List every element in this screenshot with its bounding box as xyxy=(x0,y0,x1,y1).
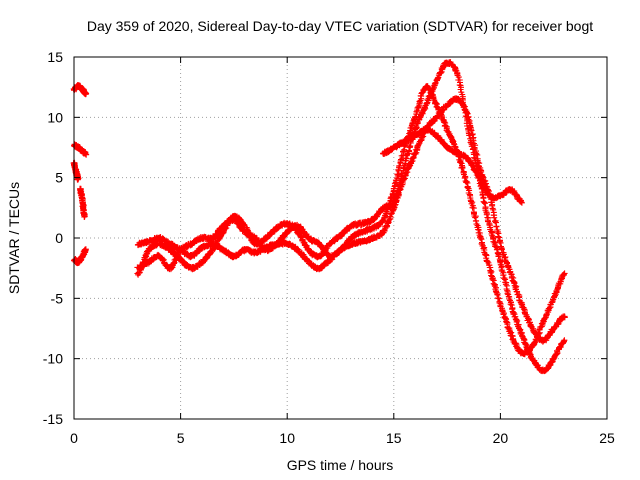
data-point xyxy=(75,175,82,182)
y-tick-label: -5 xyxy=(51,290,64,306)
data-point xyxy=(507,301,514,308)
data-point xyxy=(464,184,471,191)
series-early-a xyxy=(70,82,90,98)
x-tick-label: 5 xyxy=(177,430,185,446)
series-s3 xyxy=(134,95,568,345)
data-point xyxy=(506,296,513,302)
data-point xyxy=(561,337,568,344)
y-tick-label: 15 xyxy=(47,49,63,65)
y-tick-label: 0 xyxy=(55,230,63,246)
data-point xyxy=(494,250,501,257)
data-point xyxy=(496,234,503,241)
data-point xyxy=(496,238,503,245)
x-tick-label: 20 xyxy=(493,430,509,446)
data-point xyxy=(81,214,88,220)
data-point xyxy=(437,69,444,76)
y-tick-label: 10 xyxy=(47,109,63,125)
chart-title: Day 359 of 2020, Sidereal Day-to-day VTE… xyxy=(87,18,593,34)
y-tick-label: -15 xyxy=(43,411,63,427)
data-point xyxy=(83,151,90,158)
series-early-d xyxy=(77,185,88,220)
y-tick-label: 5 xyxy=(55,170,63,186)
x-tick-label: 15 xyxy=(386,430,402,446)
data-point xyxy=(471,154,478,161)
data-point xyxy=(504,290,511,297)
axis-ticks: 0 5 10 15 20 25 -15 -10 -5 0 5 10 15 xyxy=(43,49,615,446)
y-tick-label: -10 xyxy=(43,351,63,367)
series-s1 xyxy=(134,59,568,375)
data-point xyxy=(457,86,464,93)
x-tick-label: 10 xyxy=(279,430,295,446)
x-tick-label: 25 xyxy=(599,430,615,446)
series-early-c xyxy=(70,159,82,183)
data-point xyxy=(493,223,500,230)
x-axis-label: GPS time / hours xyxy=(287,457,394,473)
y-axis-label: SDTVAR / TECUs xyxy=(6,182,22,294)
data-point xyxy=(483,211,490,218)
x-tick-label: 0 xyxy=(70,430,78,446)
data-point xyxy=(82,91,89,98)
data-points xyxy=(70,59,568,375)
data-point xyxy=(501,275,508,282)
data-point xyxy=(82,246,89,253)
data-point xyxy=(492,218,498,225)
series-s2 xyxy=(134,83,568,358)
data-point xyxy=(406,144,413,151)
data-point xyxy=(522,341,529,348)
data-point xyxy=(500,272,507,279)
data-point xyxy=(495,253,502,260)
series-early-e xyxy=(71,246,89,267)
